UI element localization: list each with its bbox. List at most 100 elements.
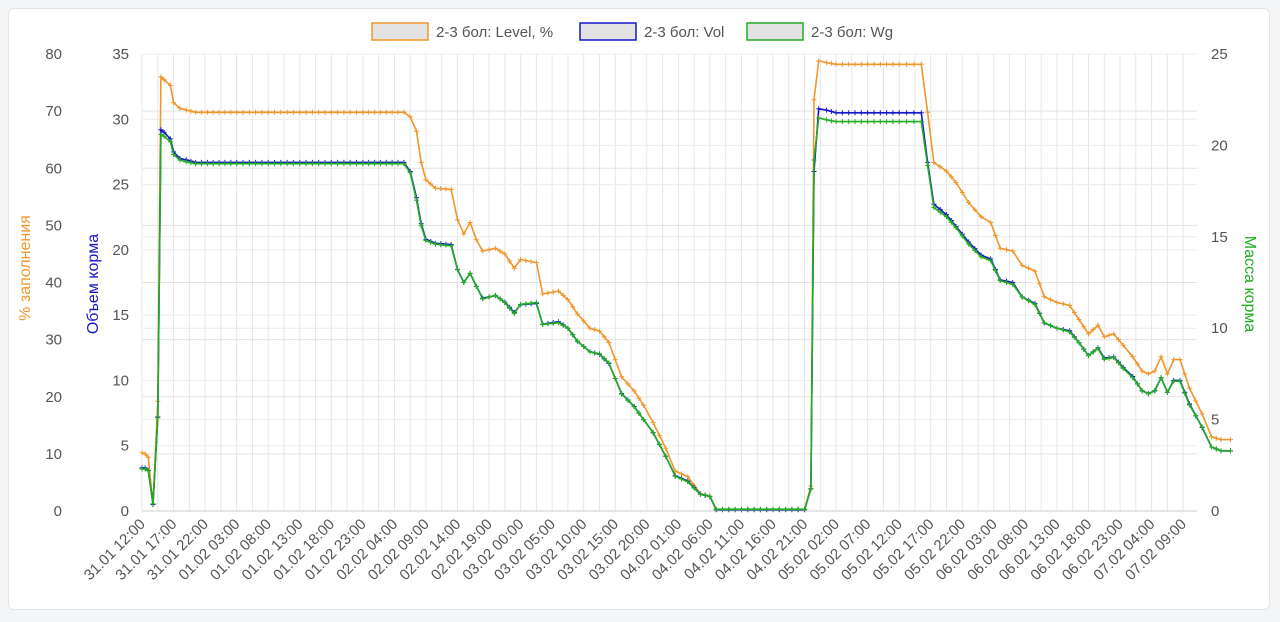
data-point-marker: [560, 292, 566, 298]
legend-label-2[interactable]: 2-3 бол: Vol: [644, 24, 724, 41]
data-point-marker: [992, 232, 998, 238]
data-point-marker: [988, 220, 994, 225]
y-tick-label-right: 20: [1211, 137, 1228, 154]
data-point-marker: [1116, 360, 1121, 366]
data-point-marker: [193, 109, 199, 115]
data-point-marker: [1130, 375, 1136, 381]
data-point-marker: [959, 233, 965, 239]
y-tick-label-left-inner: 5: [121, 438, 129, 455]
data-point-marker: [259, 109, 265, 115]
data-point-marker: [565, 325, 571, 331]
y-tick-label-left-inner: 10: [112, 372, 129, 389]
data-point-marker: [528, 259, 534, 265]
data-point-marker: [204, 109, 210, 115]
y-tick-label-left-inner: 15: [112, 307, 129, 324]
data-point-marker: [523, 301, 529, 307]
data-point-marker: [988, 258, 994, 264]
data-point-marker: [1019, 294, 1025, 300]
data-point-marker: [497, 248, 503, 254]
data-point-marker: [732, 506, 738, 512]
data-point-marker: [707, 493, 713, 499]
data-point-marker: [428, 181, 434, 187]
data-point-marker: [601, 355, 607, 361]
data-point-marker: [884, 119, 890, 125]
data-point-marker: [1026, 265, 1032, 271]
data-point-marker: [1026, 298, 1032, 304]
data-point-marker: [347, 161, 353, 167]
data-point-marker: [846, 110, 852, 116]
data-point-marker: [1164, 371, 1170, 377]
data-point-marker: [751, 506, 757, 512]
data-point-marker: [625, 381, 631, 387]
data-point-marker: [789, 506, 795, 512]
data-point-marker: [297, 109, 303, 115]
data-point-marker: [316, 109, 322, 115]
y-tick-label-right: 15: [1211, 229, 1228, 246]
data-point-marker: [228, 161, 234, 167]
data-point-marker: [395, 109, 401, 115]
data-point-marker: [1101, 356, 1107, 362]
data-point-marker: [1032, 268, 1038, 274]
data-point-marker: [533, 300, 539, 306]
data-point-marker: [171, 152, 177, 157]
data-point-marker: [316, 161, 322, 167]
data-point-marker: [739, 506, 744, 512]
data-point-marker: [448, 243, 454, 249]
data-point-marker: [366, 161, 372, 167]
left-outer-axis-ticks: 0 10 20 30 40 50 60 70 80: [45, 46, 62, 520]
data-point-marker: [401, 161, 407, 167]
y-tick-label-left-outer: 60: [45, 160, 62, 177]
data-point-marker: [663, 445, 669, 451]
data-point-marker: [1067, 329, 1073, 335]
data-point-marker: [1086, 353, 1091, 359]
data-point-marker: [158, 127, 164, 133]
data-point-marker: [953, 225, 959, 231]
data-point-marker: [284, 109, 290, 115]
data-point-marker: [507, 258, 513, 264]
data-point-marker: [896, 119, 902, 125]
data-point-marker: [502, 251, 508, 257]
data-point-marker: [904, 61, 910, 67]
data-point-marker: [966, 241, 972, 247]
data-point-marker: [486, 294, 492, 300]
legend-swatch-3[interactable]: [746, 22, 804, 41]
data-point-marker: [139, 450, 145, 456]
legend-swatch-1[interactable]: [371, 22, 429, 41]
data-point-marker: [432, 185, 438, 191]
data-point-marker: [1095, 345, 1101, 351]
data-point-marker: [1081, 346, 1087, 352]
legend-label-1[interactable]: 2-3 бол: Level, %: [436, 24, 553, 41]
data-point-marker: [852, 110, 858, 116]
data-point-marker: [1076, 340, 1082, 346]
data-point-marker: [959, 190, 965, 195]
data-point-marker: [183, 159, 189, 165]
data-point-marker: [188, 108, 194, 114]
data-point-marker: [1182, 371, 1188, 377]
data-point-marker: [328, 109, 334, 115]
data-point-marker: [816, 58, 822, 64]
data-point-marker: [978, 254, 984, 260]
data-point-marker: [1120, 342, 1126, 348]
y-tick-label-right: 25: [1211, 46, 1228, 63]
data-point-marker: [1164, 389, 1170, 395]
data-point-marker: [691, 485, 697, 491]
data-point-marker: [1060, 301, 1066, 307]
data-point-marker: [171, 100, 177, 106]
data-point-marker: [839, 61, 845, 67]
data-point-marker: [545, 290, 551, 296]
data-point-marker: [672, 473, 678, 479]
data-point-marker: [904, 110, 910, 116]
data-point-marker: [372, 161, 378, 167]
data-point-marker: [697, 492, 703, 497]
data-point-marker: [423, 238, 429, 243]
left-inner-axis-ticks: 0 5 10 15 20 25 30 35: [112, 46, 129, 520]
data-point-marker: [1139, 387, 1145, 393]
data-point-marker: [871, 110, 877, 116]
data-point-marker: [1067, 302, 1073, 308]
legend-swatch-2[interactable]: [579, 22, 637, 41]
data-point-marker: [816, 106, 822, 112]
data-point-marker: [896, 110, 902, 116]
legend-label-3[interactable]: 2-3 бол: Wg: [811, 24, 893, 41]
data-point-marker: [290, 109, 296, 115]
